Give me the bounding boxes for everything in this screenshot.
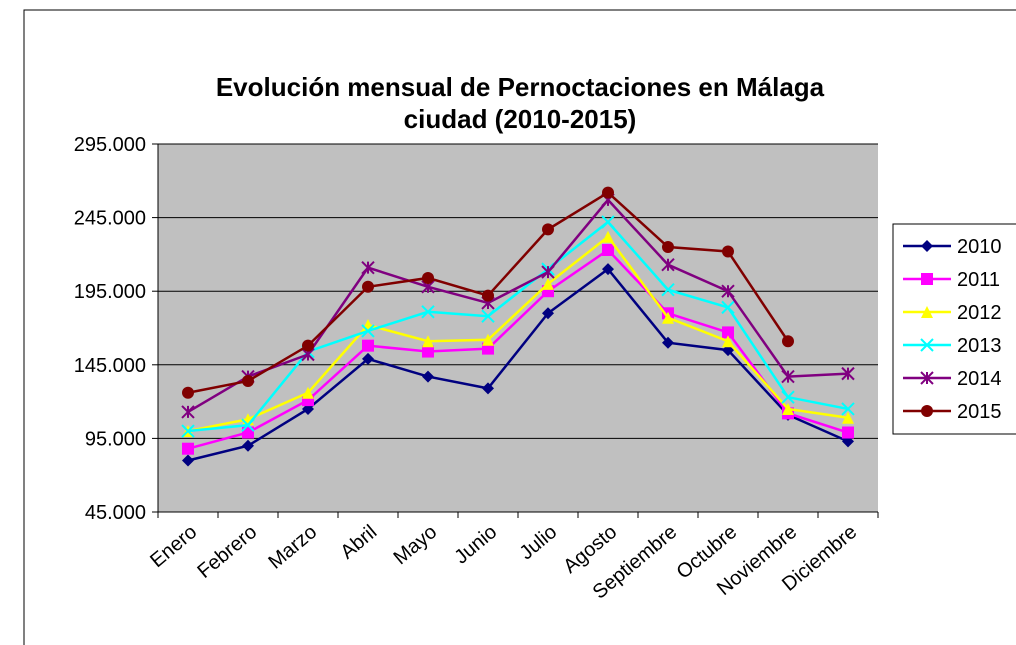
marker bbox=[602, 230, 614, 243]
marker bbox=[662, 311, 674, 324]
marker bbox=[182, 386, 194, 399]
marker bbox=[302, 339, 314, 352]
marker bbox=[721, 300, 735, 315]
legend-label: 2011 bbox=[957, 269, 1000, 291]
marker bbox=[661, 257, 675, 272]
marker bbox=[241, 418, 255, 432]
chart-title: Evolución mensual de Pernoctaciones en M… bbox=[216, 72, 825, 134]
y-tick-label: 45.000 bbox=[85, 502, 146, 524]
y-tick-label: 95.000 bbox=[85, 428, 146, 450]
y-tick-label: 245.000 bbox=[74, 208, 146, 230]
legend-label: 2015 bbox=[957, 401, 1002, 423]
legend-label: 2010 bbox=[957, 236, 1002, 258]
plot-area bbox=[158, 144, 878, 512]
marker bbox=[602, 243, 614, 256]
marker bbox=[602, 186, 614, 199]
marker bbox=[421, 305, 435, 319]
marker bbox=[921, 240, 933, 252]
series-line bbox=[187, 267, 849, 462]
series-line bbox=[187, 248, 849, 450]
marker bbox=[661, 283, 675, 297]
marker bbox=[841, 402, 855, 416]
marker bbox=[302, 386, 314, 399]
marker bbox=[242, 439, 254, 452]
marker bbox=[481, 309, 495, 323]
series bbox=[182, 186, 794, 399]
marker bbox=[542, 277, 554, 290]
marker bbox=[841, 366, 855, 381]
series-line bbox=[187, 234, 849, 433]
marker bbox=[181, 424, 195, 438]
marker bbox=[242, 374, 254, 387]
marker bbox=[542, 307, 554, 320]
marker bbox=[921, 306, 933, 318]
marker bbox=[602, 263, 614, 276]
y-tick-label: 195.000 bbox=[74, 281, 146, 303]
marker bbox=[921, 273, 933, 285]
y-tick-label: 145.000 bbox=[74, 355, 146, 377]
marker bbox=[722, 326, 734, 339]
marker bbox=[920, 338, 934, 352]
marker bbox=[842, 426, 854, 439]
marker bbox=[362, 280, 374, 293]
marker bbox=[722, 335, 734, 348]
marker bbox=[781, 390, 795, 404]
marker bbox=[920, 371, 934, 385]
marker bbox=[182, 454, 194, 467]
marker bbox=[422, 335, 434, 348]
marker bbox=[361, 260, 375, 275]
legend-label: 2013 bbox=[957, 335, 1002, 357]
legend-label: 2012 bbox=[957, 302, 1002, 324]
marker bbox=[482, 289, 494, 302]
marker bbox=[422, 370, 434, 383]
series-line bbox=[187, 198, 849, 413]
y-tick-label: 295.000 bbox=[74, 134, 146, 156]
marker bbox=[182, 442, 194, 455]
marker bbox=[361, 324, 375, 338]
marker bbox=[662, 241, 674, 254]
marker bbox=[662, 336, 674, 349]
marker bbox=[422, 345, 434, 358]
marker bbox=[782, 335, 794, 348]
series bbox=[182, 230, 854, 438]
marker bbox=[482, 333, 494, 346]
marker bbox=[542, 223, 554, 236]
marker bbox=[722, 245, 734, 258]
marker bbox=[721, 284, 735, 298]
marker bbox=[842, 411, 854, 424]
marker bbox=[362, 352, 374, 365]
series bbox=[181, 193, 855, 419]
marker bbox=[541, 265, 555, 279]
marker bbox=[601, 215, 615, 229]
legend-box bbox=[892, 223, 1016, 435]
marker bbox=[422, 271, 434, 284]
marker bbox=[921, 405, 933, 417]
marker bbox=[181, 405, 195, 419]
marker bbox=[362, 339, 374, 352]
legend-label: 2014 bbox=[957, 368, 1002, 390]
marker bbox=[781, 369, 795, 384]
marker bbox=[482, 382, 494, 395]
marker bbox=[782, 402, 794, 415]
series-line bbox=[187, 220, 849, 433]
